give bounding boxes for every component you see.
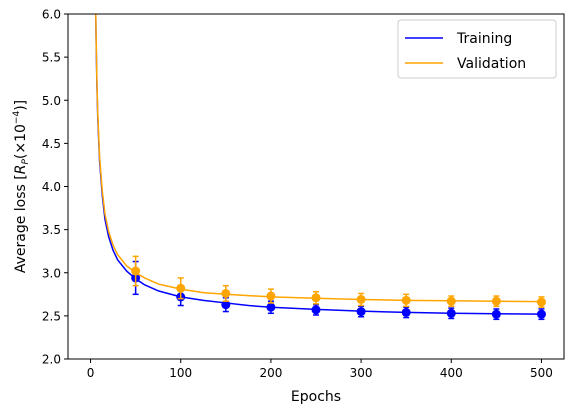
data-point-training	[311, 305, 321, 315]
data-point-training	[266, 302, 276, 312]
data-point-validation	[176, 283, 186, 293]
data-point-validation	[131, 266, 141, 276]
y-axis-label-end: )]	[13, 100, 29, 111]
y-tick-label: 6.0	[42, 8, 61, 22]
data-point-validation	[446, 296, 456, 306]
x-tick-label: 0	[87, 366, 95, 380]
y-tick-label: 3.0	[42, 266, 61, 280]
y-axis-label-main: Average loss [	[13, 174, 29, 273]
x-tick-label: 300	[350, 366, 373, 380]
x-tick-label: 500	[530, 366, 553, 380]
data-point-validation	[266, 291, 276, 301]
y-tick-label: 4.0	[42, 180, 61, 194]
data-point-training	[356, 307, 366, 317]
y-tick-label: 5.0	[42, 94, 61, 108]
x-tick-label: 400	[440, 366, 463, 380]
data-layer	[94, 14, 546, 321]
x-axis: 0 100 200 300 400 500	[87, 359, 553, 380]
x-axis-label: Epochs	[291, 389, 341, 405]
data-point-validation	[311, 293, 321, 303]
y-tick-label: 4.5	[42, 137, 61, 151]
data-point-training	[491, 309, 501, 319]
legend-label-validation: Validation	[457, 56, 526, 72]
data-point-validation	[536, 297, 546, 307]
y-axis-label-subscript: P	[21, 159, 31, 165]
y-axis-label: Average loss [RP(×10−4)]	[12, 100, 31, 273]
data-point-training	[401, 307, 411, 317]
legend: Training Validation	[397, 19, 557, 79]
x-tick-label: 100	[169, 366, 192, 380]
y-tick-label: 2.0	[42, 353, 61, 367]
y-axis: 2.0 2.5 3.0 3.5 4.0 4.5 5.0 5.5 6.0	[42, 8, 68, 367]
legend-label-training: Training	[456, 31, 512, 47]
data-point-validation	[401, 295, 411, 305]
y-tick-label: 2.5	[42, 309, 61, 323]
data-point-training	[221, 300, 231, 310]
data-point-validation	[356, 294, 366, 304]
data-point-validation	[491, 296, 501, 306]
data-point-validation	[221, 288, 231, 298]
y-axis-label-symbol: R	[13, 165, 29, 175]
x-tick-label: 200	[259, 366, 282, 380]
y-tick-label: 5.5	[42, 51, 61, 65]
y-axis-label-mid: (×10	[13, 124, 29, 159]
y-tick-label: 3.5	[42, 223, 61, 237]
y-axis-label-exponent: −4	[12, 111, 22, 125]
data-point-training	[446, 308, 456, 318]
data-point-training	[536, 309, 546, 319]
